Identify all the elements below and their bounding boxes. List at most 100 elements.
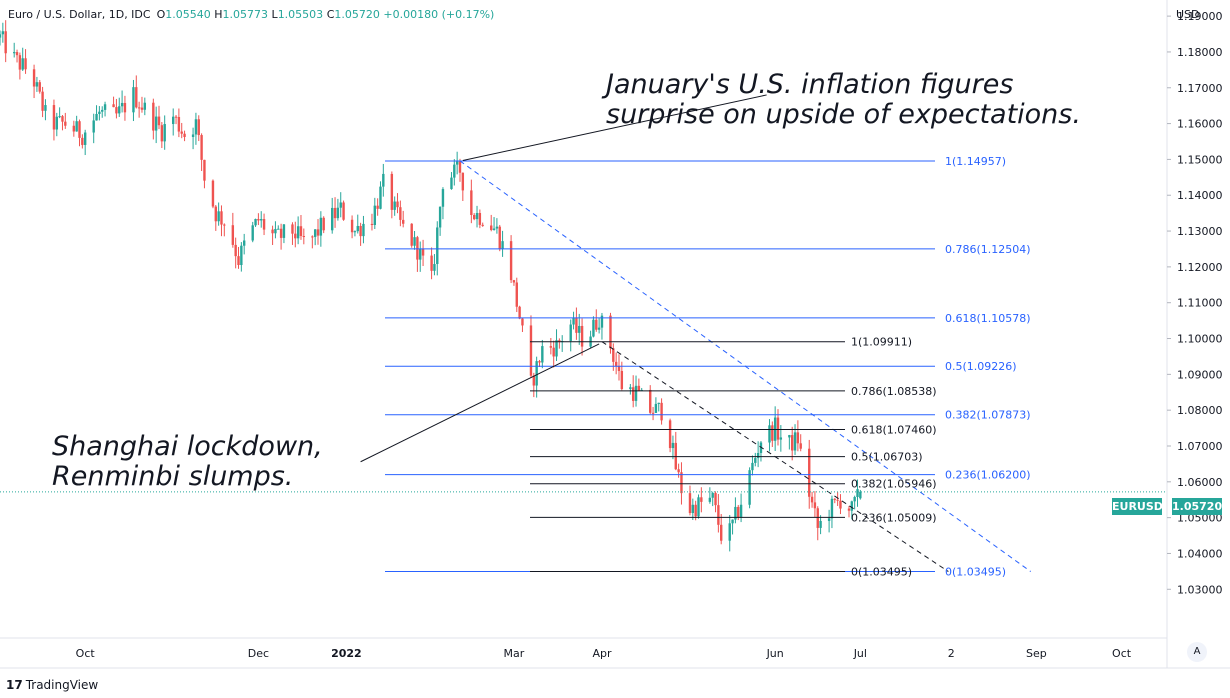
candle-body: [609, 315, 612, 349]
last-price-tag: 1.05720: [1172, 498, 1223, 515]
auto-scale-button[interactable]: A: [1187, 642, 1207, 662]
candle-body: [754, 458, 757, 463]
y-tick-label: 1.19000: [1177, 10, 1223, 23]
candle-body: [668, 420, 672, 449]
candle-body: [294, 233, 297, 239]
high-value: 1.05773: [222, 8, 269, 21]
candle-body: [274, 228, 277, 234]
candle-body: [572, 317, 575, 325]
candle-body: [731, 519, 734, 524]
candle-body: [597, 327, 601, 330]
candle-body: [455, 161, 459, 165]
candle-body: [21, 58, 24, 70]
candle-body: [101, 109, 104, 112]
candle-body: [217, 211, 220, 222]
candle-body: [237, 256, 240, 266]
candle-body: [776, 417, 780, 440]
candle-body: [748, 470, 751, 505]
candle-body: [629, 387, 632, 390]
candle-body: [552, 347, 555, 357]
candle-body: [12, 52, 16, 54]
candle-body: [453, 164, 456, 178]
candle-body: [637, 385, 641, 391]
candle-body: [115, 107, 118, 114]
candle-body: [799, 443, 802, 449]
candle-body: [595, 319, 598, 330]
candle-body: [399, 207, 402, 220]
candle-body: [41, 91, 44, 111]
candle-body: [478, 212, 482, 225]
candle-body: [654, 403, 658, 413]
candle-body: [558, 340, 561, 342]
candle-body: [316, 229, 320, 236]
lockdown-annotation[interactable]: Shanghai lockdown, Renminbi slumps.: [52, 431, 323, 492]
fib-trend-line: [459, 160, 1032, 572]
fib-level-label: 0.5(1.09226): [945, 360, 1017, 373]
candle-body: [438, 206, 442, 228]
candle-body: [475, 212, 479, 220]
candle-body: [569, 324, 572, 342]
candle-body: [319, 217, 323, 236]
x-tick-label: Jul: [853, 647, 867, 660]
candle-body: [382, 173, 385, 187]
candle-body: [461, 172, 465, 191]
candle-body: [123, 102, 127, 113]
y-tick-label: 1.08000: [1177, 404, 1223, 417]
candle-body: [137, 107, 141, 109]
candle-body: [154, 116, 158, 131]
candle-body: [529, 325, 533, 376]
y-tick-label: 1.14000: [1177, 189, 1223, 202]
candle-body: [847, 508, 851, 511]
candle-body: [720, 524, 723, 541]
candle-body: [362, 223, 365, 237]
candle-body: [95, 113, 98, 121]
candle-body: [220, 211, 223, 225]
candle-body: [4, 31, 7, 54]
candle-body: [490, 225, 493, 230]
candle-body: [200, 135, 203, 160]
candle-body: [578, 325, 581, 333]
candle-body: [92, 120, 95, 133]
candle-body: [850, 501, 854, 511]
tradingview-mark-icon: 17: [6, 678, 23, 692]
candle-body: [711, 493, 714, 498]
candle-body: [617, 365, 621, 371]
candle-body: [512, 280, 516, 283]
currency-label[interactable]: USD: [1176, 8, 1200, 21]
candle-body: [614, 361, 618, 366]
candle-body: [55, 116, 58, 130]
candle-body: [132, 87, 135, 113]
candle-body: [356, 225, 359, 232]
fib-level-label: 1(1.09911): [851, 336, 912, 349]
candle-body: [498, 226, 501, 249]
candle-body: [495, 226, 499, 229]
candle-body: [549, 346, 553, 348]
candle-body: [299, 226, 303, 237]
y-tick-label: 1.18000: [1177, 46, 1223, 59]
candle-body: [336, 207, 340, 219]
chart-legend: Euro / U.S. Dollar, 1D, IDC O1.05540 H1.0…: [8, 8, 495, 21]
candle-body: [436, 227, 439, 265]
candle-body: [768, 425, 771, 443]
y-tick-label: 1.16000: [1177, 118, 1223, 131]
candle-body: [458, 161, 462, 173]
candle-body: [157, 116, 161, 126]
x-tick-label: Sep: [1026, 647, 1047, 660]
candle-body: [680, 472, 683, 494]
tradingview-logo[interactable]: 17 TradingView: [6, 678, 99, 692]
x-tick-label: Oct: [1112, 647, 1132, 660]
candle-body: [194, 119, 198, 135]
candle-body: [708, 497, 712, 502]
candle-body: [373, 205, 377, 225]
candle-body: [396, 201, 399, 208]
candle-body: [311, 236, 314, 238]
candle-body: [515, 282, 518, 307]
inflation-annotation[interactable]: January's U.S. inflation figures surpris…: [606, 69, 1081, 130]
candle-body: [700, 497, 703, 502]
candle-body: [836, 499, 839, 501]
y-tick-label: 1.03000: [1177, 583, 1223, 596]
open-value: 1.05540: [165, 8, 211, 21]
candle-body: [734, 506, 737, 520]
candle-body: [98, 111, 101, 114]
